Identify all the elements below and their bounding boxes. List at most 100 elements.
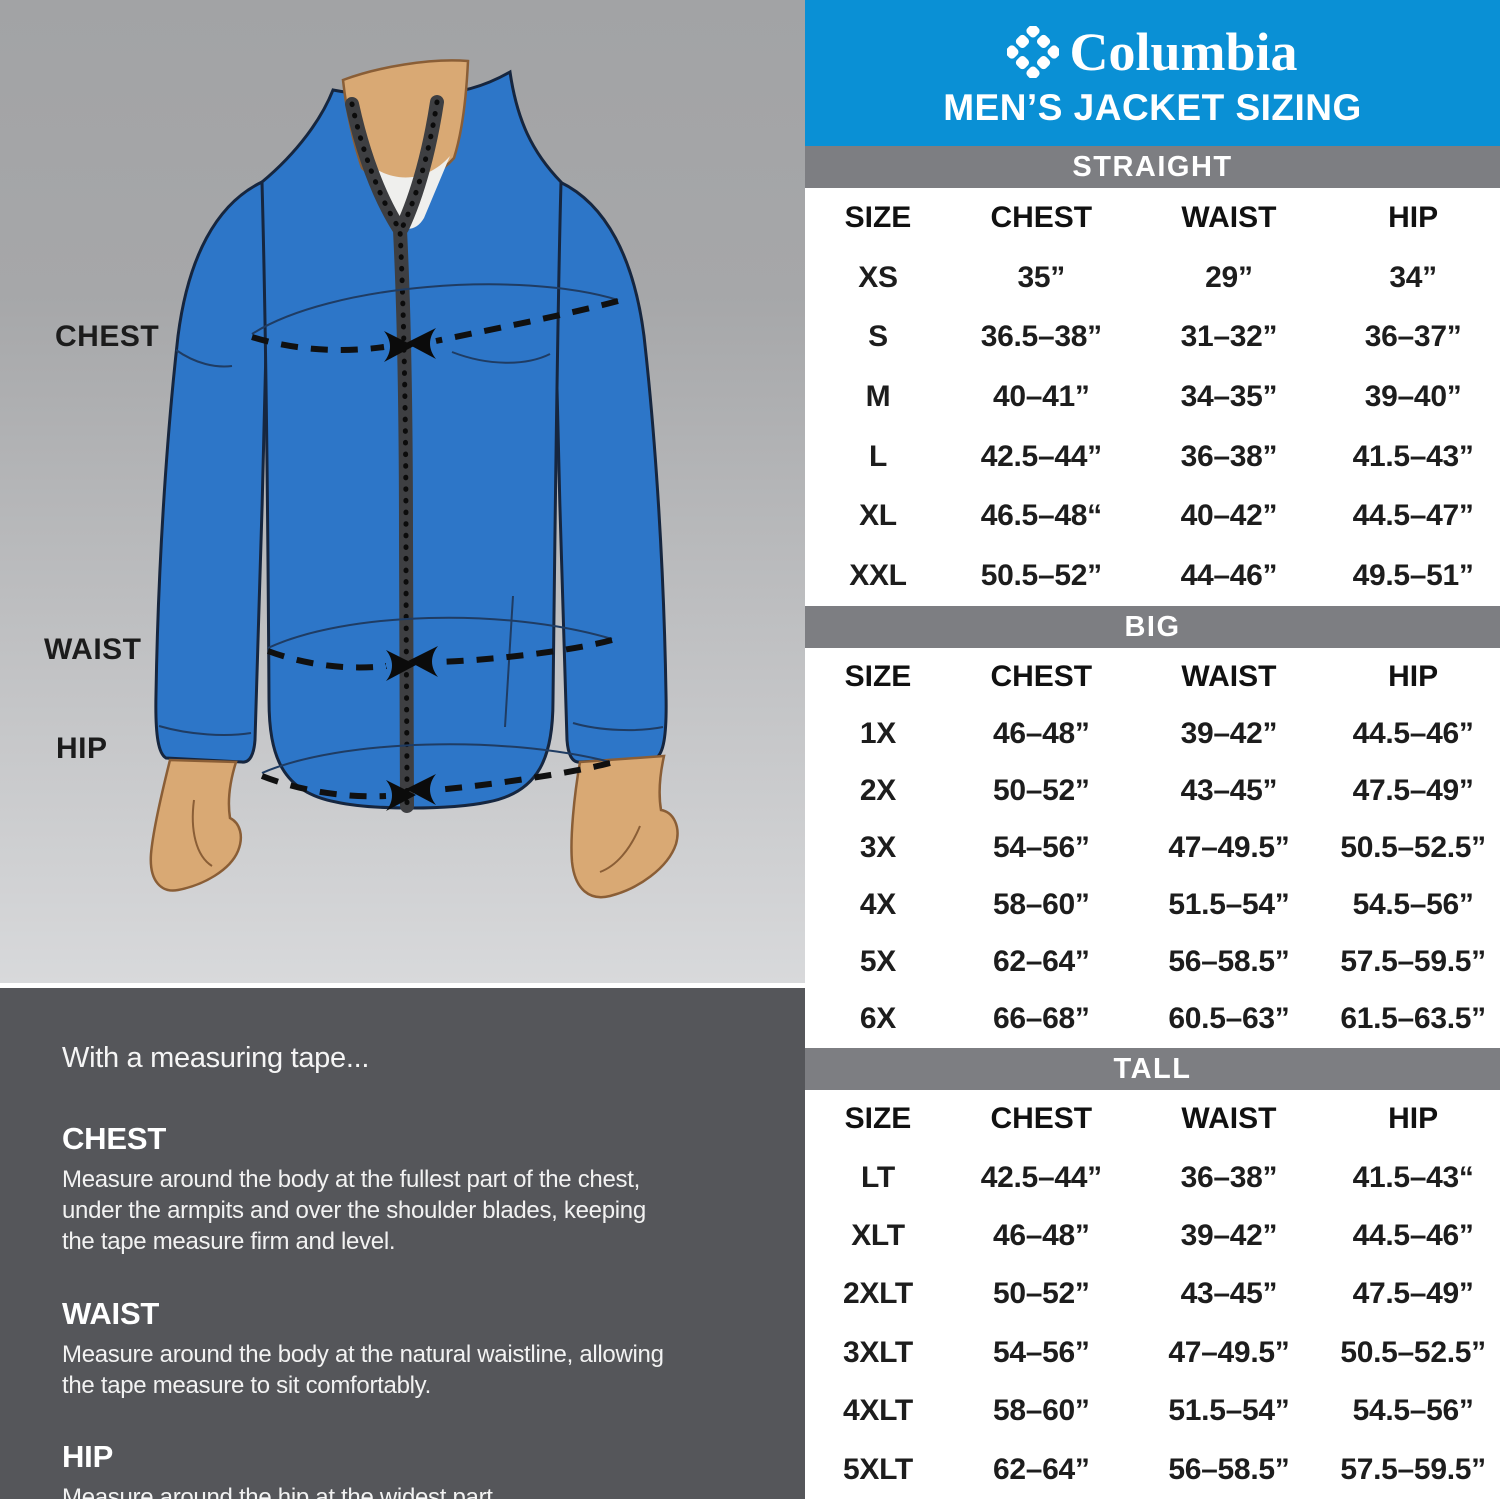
table-row: LT 42.5–44” 36–38” 41.5–43“ — [805, 1161, 1500, 1195]
size-cell: M — [865, 379, 891, 413]
waist-cell: 36–38” — [1180, 439, 1278, 473]
brand-wordmark: Columbia — [1069, 22, 1298, 82]
column-header-size: SIZE — [844, 1102, 912, 1136]
hip-cell: 44.5–47” — [1352, 499, 1474, 533]
table-row: 6X 66–68” 60.5–63” 61.5–63.5” — [805, 1002, 1500, 1036]
chest-cell: 46.5–48“ — [980, 499, 1102, 533]
table-row: 5X 62–64” 56–58.5” 57.5–59.5” — [805, 945, 1500, 979]
size-cell: XL — [859, 499, 897, 533]
size-cell: 5XLT — [843, 1452, 913, 1486]
column-header-chest: CHEST — [990, 200, 1093, 234]
chest-cell: 46–48” — [992, 716, 1090, 750]
waist-cell: 47–49.5” — [1168, 1335, 1290, 1369]
hip-cell: 41.5–43“ — [1352, 1160, 1474, 1194]
chest-instruction: CHEST Measure around the body at the ful… — [62, 1121, 747, 1258]
hip-cell: 47.5–49” — [1352, 773, 1474, 807]
chest-cell: 50–52” — [992, 1277, 1090, 1311]
table-row: 3XLT 54–56” 47–49.5” 50.5–52.5” — [805, 1336, 1500, 1370]
column-header-hip: HIP — [1388, 1102, 1439, 1136]
hip-instruction-title: HIP — [62, 1438, 114, 1474]
table-header-row: SIZE CHEST WAIST HIP — [805, 201, 1500, 235]
chest-cell: 40–41” — [992, 379, 1090, 413]
size-cell: 2X — [859, 773, 897, 807]
brand-banner: Columbia MEN’S JACKET SIZING — [805, 0, 1500, 146]
size-cell: 4XLT — [843, 1394, 913, 1428]
column-header-hip: HIP — [1388, 659, 1439, 693]
size-table-tall: SIZE CHEST WAIST HIP LT 42.5–44” 36–38” … — [805, 1090, 1500, 1499]
column-header-chest: CHEST — [990, 1102, 1093, 1136]
waist-cell: 44–46” — [1180, 559, 1278, 593]
hip-instruction: HIP Measure around the hip at the widest… — [62, 1439, 747, 1499]
jacket-figure-drawing — [149, 59, 679, 899]
jacket-illustration: CHEST WAIST HIP — [0, 0, 805, 983]
hip-cell: 57.5–59.5” — [1340, 1452, 1486, 1486]
hip-cell: 54.5–56” — [1352, 1394, 1474, 1428]
table-row: 3X 54–56” 47–49.5” 50.5–52.5” — [805, 831, 1500, 865]
table-row: S 36.5–38” 31–32” 36–37” — [805, 320, 1500, 354]
chest-cell: 36.5–38” — [980, 320, 1102, 354]
chest-instruction-text: Measure around the body at the fullest p… — [62, 1166, 646, 1256]
chest-cell: 54–56” — [992, 1335, 1090, 1369]
size-cell: 5X — [859, 945, 897, 979]
section-label: STRAIGHT — [1072, 150, 1233, 183]
chest-cell: 50.5–52” — [980, 559, 1102, 593]
waist-cell: 31–32” — [1180, 320, 1278, 354]
size-cell: 3X — [859, 830, 897, 864]
table-row: 2X 50–52” 43–45” 47.5–49” — [805, 774, 1500, 808]
size-table-big: SIZE CHEST WAIST HIP 1X 46–48” 39–42” 44… — [805, 648, 1500, 1048]
column-header-size: SIZE — [844, 659, 912, 693]
chest-instruction-title: CHEST — [62, 1121, 167, 1156]
column-header-chest: CHEST — [990, 659, 1093, 693]
waist-cell: 47–49.5” — [1168, 830, 1290, 864]
page-title: MEN’S JACKET SIZING — [943, 87, 1362, 128]
hip-cell: 47.5–49” — [1352, 1277, 1474, 1311]
waist-instruction-title: WAIST — [62, 1295, 160, 1331]
hip-cell: 34” — [1389, 260, 1437, 294]
left-panel: CHEST WAIST HIP With a measuring tape...… — [0, 0, 805, 1499]
section-label: TALL — [1113, 1052, 1192, 1085]
table-row: 1X 46–48” 39–42” 44.5–46” — [805, 717, 1500, 751]
chest-cell: 58–60” — [992, 1394, 1090, 1428]
waist-diagram-label: WAIST — [44, 633, 142, 666]
chest-diagram-label: CHEST — [55, 320, 160, 353]
waist-cell: 51.5–54” — [1168, 1394, 1290, 1428]
section-label: BIG — [1124, 610, 1181, 643]
waist-cell: 56–58.5” — [1168, 1452, 1290, 1486]
columbia-logo-icon — [1007, 26, 1060, 78]
size-cell: 6X — [859, 1002, 897, 1036]
size-cell: 2XLT — [843, 1277, 913, 1311]
chest-cell: 35” — [1017, 260, 1066, 294]
waist-cell: 34–35” — [1180, 379, 1278, 413]
table-row: XXL 50.5–52” 44–46” 49.5–51” — [805, 559, 1500, 593]
hip-cell: 49.5–51” — [1352, 559, 1474, 593]
chest-cell: 50–52” — [992, 773, 1090, 807]
chest-cell: 62–64” — [992, 1452, 1090, 1486]
hip-cell: 36–37” — [1364, 320, 1462, 354]
hip-cell: 39–40” — [1364, 379, 1462, 413]
chest-cell: 42.5–44” — [980, 439, 1102, 473]
waist-cell: 51.5–54” — [1168, 888, 1290, 922]
chest-cell: 42.5–44” — [980, 1160, 1102, 1194]
size-table-straight: SIZE CHEST WAIST HIP XS 35” 29” 34” S 36… — [805, 188, 1500, 606]
waist-cell: 29” — [1205, 260, 1253, 294]
section-bar-big: BIG — [805, 606, 1500, 648]
table-row: XS 35” 29” 34” — [805, 261, 1500, 295]
chest-cell: 46–48” — [992, 1219, 1090, 1253]
chest-cell: 58–60” — [992, 888, 1090, 922]
chest-cell: 54–56” — [992, 830, 1090, 864]
chest-cell: 62–64” — [992, 945, 1090, 979]
size-cell: 4X — [859, 888, 897, 922]
size-cell: L — [868, 439, 887, 473]
size-cell: XLT — [851, 1219, 905, 1253]
waist-cell: 39–42” — [1180, 1219, 1278, 1253]
table-row: XLT 46–48” 39–42” 44.5–46” — [805, 1219, 1500, 1253]
waist-cell: 60.5–63” — [1168, 1002, 1290, 1036]
table-row: XL 46.5–48“ 40–42” 44.5–47” — [805, 499, 1500, 533]
column-header-waist: WAIST — [1181, 659, 1277, 693]
hip-cell: 44.5–46” — [1352, 1219, 1474, 1253]
table-row: 2XLT 50–52” 43–45” 47.5–49” — [805, 1277, 1500, 1311]
hip-instruction-text: Measure around the hip at the widest par… — [62, 1483, 500, 1499]
hip-cell: 61.5–63.5” — [1340, 1002, 1486, 1036]
waist-cell: 56–58.5” — [1168, 945, 1290, 979]
